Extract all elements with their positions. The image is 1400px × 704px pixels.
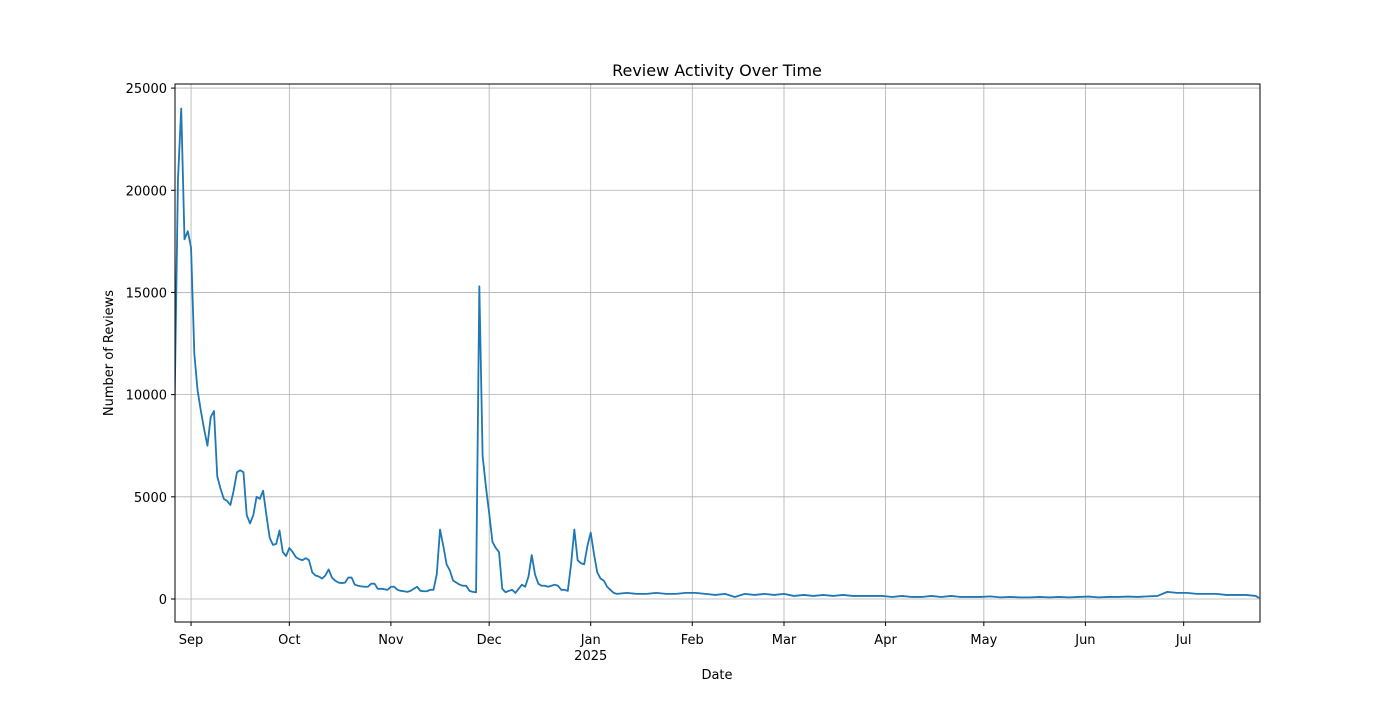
x-tick-label: Dec bbox=[477, 633, 502, 648]
x-tick-label: Nov bbox=[378, 633, 404, 648]
x-tick-label: May bbox=[970, 633, 997, 648]
x-tick-label: Jul bbox=[1175, 633, 1192, 648]
y-axis-label: Number of Reviews bbox=[102, 290, 117, 416]
data-line bbox=[175, 107, 1260, 599]
x-tick-label: Oct bbox=[278, 633, 300, 648]
x-tick-label: Sep bbox=[179, 633, 204, 648]
y-tick-label: 0 bbox=[159, 593, 167, 608]
x-tick-label: Feb bbox=[681, 633, 704, 648]
x-tick-label: Apr bbox=[874, 633, 897, 648]
y-tick-label: 10000 bbox=[126, 389, 167, 404]
y-tick-label: 20000 bbox=[126, 184, 167, 199]
x-year-label: 2025 bbox=[574, 649, 607, 664]
y-tick-label: 5000 bbox=[134, 491, 167, 506]
chart-title: Review Activity Over Time bbox=[612, 61, 822, 80]
x-tick-label: Jun bbox=[1074, 633, 1095, 648]
plot-frame bbox=[174, 83, 1261, 623]
y-tick-label: 25000 bbox=[126, 82, 167, 97]
x-axis-label: Date bbox=[701, 668, 732, 683]
y-tick-label: 15000 bbox=[126, 286, 167, 301]
x-tick-label: Mar bbox=[772, 633, 797, 648]
x-tick-label: Jan bbox=[580, 633, 601, 648]
